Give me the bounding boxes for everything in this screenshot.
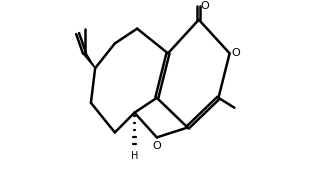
Text: O: O	[152, 141, 161, 151]
Text: H: H	[131, 151, 138, 161]
Polygon shape	[84, 53, 95, 68]
Text: O: O	[231, 48, 240, 58]
Text: O: O	[200, 1, 209, 11]
